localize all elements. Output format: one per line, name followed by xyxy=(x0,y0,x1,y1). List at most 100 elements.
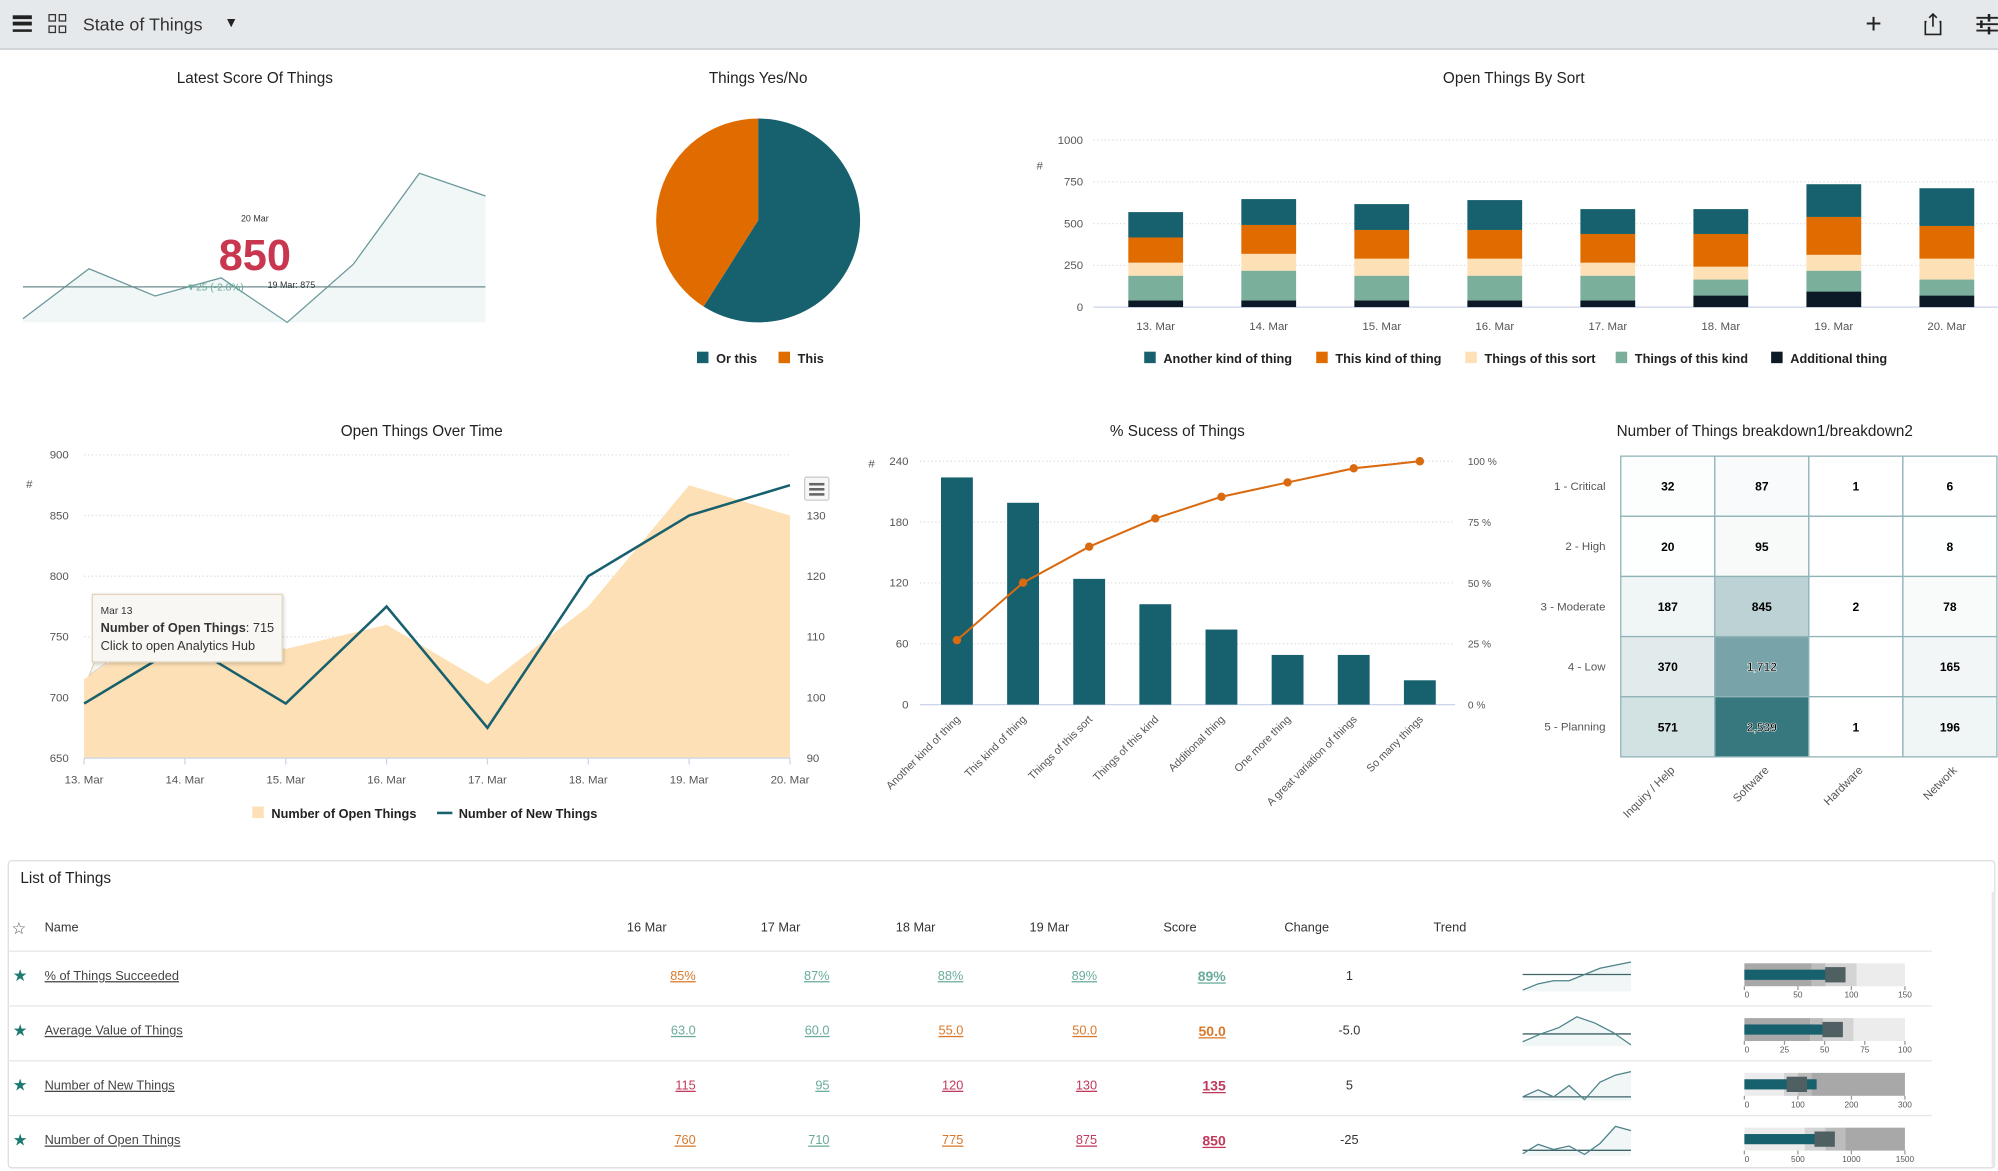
cell-d16[interactable]: 63.0 xyxy=(670,1024,696,1039)
y-tick-label: 850 xyxy=(50,510,69,522)
cell-d19[interactable]: 130 xyxy=(1075,1079,1098,1094)
cell-score[interactable]: 50.0 xyxy=(1198,1024,1226,1040)
cell-d18[interactable]: 55.0 xyxy=(938,1024,964,1039)
cell-d17[interactable]: 60.0 xyxy=(804,1024,830,1039)
y-tick-label: 60 xyxy=(896,639,909,651)
score-value[interactable]: 850 xyxy=(218,231,291,281)
x-tick-label: 16. Mar xyxy=(367,775,406,787)
col-change[interactable]: Change xyxy=(1284,921,1330,936)
heatmap-title: Number of Things breakdown1/breakdown2 xyxy=(1616,421,1913,440)
heatmap-cell xyxy=(1620,515,1716,578)
cumulative-point xyxy=(1283,478,1292,487)
x-tick-label: 18. Mar xyxy=(1701,321,1740,333)
filter-settings-icon[interactable] xyxy=(1976,13,1998,36)
cell-d18[interactable]: 775 xyxy=(942,1134,964,1149)
bullet-band xyxy=(1856,963,1905,987)
dropdown-caret-icon[interactable]: ▼ xyxy=(224,15,239,31)
bar-segment xyxy=(1580,209,1636,234)
divider xyxy=(7,950,1932,952)
row-name-link[interactable]: % of Things Succeeded xyxy=(44,969,179,984)
cell-d19[interactable]: 875 xyxy=(1075,1134,1098,1149)
heatmap-cell xyxy=(1714,696,1810,758)
row-label: 3 - Moderate xyxy=(1541,601,1606,613)
cell-d18[interactable]: 88% xyxy=(937,969,964,984)
dashboard-grid-icon[interactable] xyxy=(48,14,67,33)
star-filled-icon[interactable]: ★ xyxy=(12,965,28,985)
cell-score[interactable]: 89% xyxy=(1197,969,1226,985)
x-tick-label: 17. Mar xyxy=(468,775,507,787)
star-filled-icon[interactable]: ★ xyxy=(12,1075,28,1095)
x-tick-label: 13. Mar xyxy=(1136,321,1175,333)
dashboard-title[interactable]: State of Things xyxy=(82,14,203,35)
bar-segment xyxy=(1806,270,1862,292)
add-icon[interactable]: + xyxy=(1865,7,1882,40)
legend-swatch xyxy=(1465,351,1477,364)
bar xyxy=(1337,654,1370,705)
row-name-link[interactable]: Average Value of Things xyxy=(44,1024,183,1039)
trend-line xyxy=(1522,961,1632,991)
cell-d17[interactable]: 95 xyxy=(815,1079,830,1094)
row-name-link[interactable]: Number of New Things xyxy=(44,1079,175,1094)
col-18-mar[interactable]: 18 Mar xyxy=(895,921,936,936)
col-score[interactable]: Score xyxy=(1163,921,1197,936)
col-name[interactable]: Name xyxy=(44,921,79,936)
share-icon[interactable] xyxy=(1924,12,1942,36)
row-name-link[interactable]: Number of Open Things xyxy=(44,1134,181,1149)
y2-tick-label: 50 % xyxy=(1468,579,1491,590)
cell-d17[interactable]: 87% xyxy=(804,969,830,984)
cell-score[interactable]: 135 xyxy=(1202,1079,1226,1095)
heatmap-cell-label: 1,712 xyxy=(1747,660,1778,674)
row-divider xyxy=(7,1005,1932,1007)
cumulative-point xyxy=(1084,542,1094,551)
menu-icon[interactable] xyxy=(12,15,32,32)
score-date: 20 Mar xyxy=(240,215,269,225)
star-filled-icon[interactable]: ★ xyxy=(12,1020,28,1040)
bullet-tick-label: 0 xyxy=(1745,991,1750,1000)
x-tick-label: 13. Mar xyxy=(65,775,104,787)
y-tick-label: 800 xyxy=(50,571,69,583)
legend-swatch xyxy=(1144,351,1156,364)
cell-d16[interactable]: 115 xyxy=(675,1079,696,1094)
bar-segment xyxy=(1806,216,1862,255)
cell-d19[interactable]: 89% xyxy=(1071,969,1098,984)
trend-line xyxy=(1522,1016,1632,1046)
score-change: ▼25 (-2.8%) xyxy=(186,281,244,294)
cell-d16[interactable]: 85% xyxy=(670,969,696,984)
heatmap-cell xyxy=(1620,455,1716,517)
legend-label: Things of this kind xyxy=(1635,351,1748,366)
cumulative-point xyxy=(1415,457,1425,466)
bar xyxy=(1073,578,1106,705)
col-trend[interactable]: Trend xyxy=(1433,921,1467,936)
bar-segment xyxy=(1693,266,1749,280)
bar xyxy=(1271,654,1304,705)
bullet-value-bar xyxy=(1744,1079,1817,1090)
tooltip-hint: Click to open Analytics Hub xyxy=(100,639,256,654)
y-tick-label: 650 xyxy=(50,753,69,765)
y2-tick-label: 120 xyxy=(807,571,826,583)
col-17-mar[interactable]: 17 Mar xyxy=(760,921,801,936)
heatmap-cell-label: 187 xyxy=(1658,600,1678,614)
col-16-mar[interactable]: 16 Mar xyxy=(626,921,667,936)
row-divider xyxy=(7,1114,1932,1117)
cell-d16[interactable]: 760 xyxy=(674,1134,696,1149)
x-tick-label: 20. Mar xyxy=(771,775,810,787)
x-tick-label: 17. Mar xyxy=(1588,321,1627,333)
cell-score[interactable]: 850 xyxy=(1202,1134,1226,1150)
row-divider xyxy=(7,1060,1932,1062)
chart-menu-icon[interactable] xyxy=(804,476,830,501)
bar-segment xyxy=(1919,188,1975,226)
cell-d18[interactable]: 120 xyxy=(942,1079,964,1094)
star-filled-icon[interactable]: ★ xyxy=(12,1130,28,1150)
cell-d17[interactable]: 710 xyxy=(808,1134,830,1149)
bullet-target-marker xyxy=(1786,1076,1808,1092)
cell-d19[interactable]: 50.0 xyxy=(1072,1024,1098,1039)
col-19-mar[interactable]: 19 Mar xyxy=(1029,921,1070,936)
scrollbar[interactable] xyxy=(1991,891,1996,1166)
heatmap-cell-label: 2 xyxy=(1853,600,1860,614)
bar-segment xyxy=(1354,258,1410,276)
star-outline-icon[interactable]: ☆ xyxy=(11,918,27,938)
y-tick-label: 1000 xyxy=(1058,135,1083,147)
y2-tick-label: 0 % xyxy=(1468,700,1486,711)
cell-change: 5 xyxy=(1345,1079,1353,1094)
